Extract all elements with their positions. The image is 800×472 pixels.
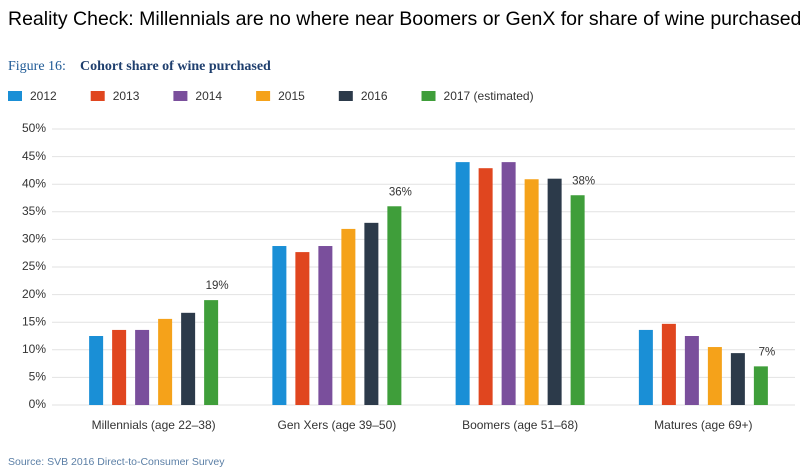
y-tick-label: 45% <box>22 149 46 163</box>
bar <box>684 336 699 405</box>
bar <box>707 347 722 405</box>
bar <box>341 228 356 405</box>
legend-label: 2013 <box>113 89 140 103</box>
legend-swatch <box>173 91 188 101</box>
y-tick-label: 0% <box>29 397 47 411</box>
y-tick-label: 40% <box>22 176 46 190</box>
legend-label: 2015 <box>278 89 305 103</box>
legend-swatch <box>338 91 353 101</box>
bar <box>638 329 653 405</box>
legend-label: 2014 <box>195 89 222 103</box>
bar <box>158 318 173 405</box>
bar <box>272 246 287 405</box>
bar <box>135 329 150 405</box>
x-tick-label: Millennials (age 22–38) <box>92 418 216 432</box>
legend-label: 2012 <box>30 89 57 103</box>
bar <box>318 246 333 405</box>
bar <box>661 323 676 405</box>
data-label: 19% <box>206 280 229 292</box>
x-tick-label: Boomers (age 51–68) <box>462 418 578 432</box>
y-tick-label: 35% <box>22 204 46 218</box>
legend-swatch <box>8 91 22 101</box>
bar <box>387 206 402 405</box>
y-tick-label: 25% <box>22 259 46 273</box>
y-tick-label: 15% <box>22 314 46 328</box>
y-tick-label: 50% <box>22 121 46 135</box>
bar <box>204 300 219 405</box>
y-tick-label: 10% <box>22 342 46 356</box>
bar <box>295 252 310 405</box>
figure-label: Figure 16: <box>8 59 66 74</box>
bar <box>547 178 562 405</box>
x-tick-label: Gen Xers (age 39–50) <box>278 418 397 432</box>
data-label: 7% <box>759 346 776 358</box>
bar <box>181 312 196 405</box>
source-note: Source: SVB 2016 Direct-to-Consumer Surv… <box>8 456 225 468</box>
y-tick-label: 30% <box>22 232 46 246</box>
bar <box>730 353 745 405</box>
y-tick-label: 5% <box>29 370 47 384</box>
bar <box>524 179 539 405</box>
bar <box>753 366 768 405</box>
bar <box>89 336 104 405</box>
legend-label: 2017 (estimated) <box>444 89 534 103</box>
data-label: 36% <box>389 186 412 198</box>
legend-swatch <box>256 91 271 101</box>
bar <box>501 162 516 405</box>
x-tick-label: Matures (age 69+) <box>654 418 752 432</box>
chart-title: Cohort share of wine purchased <box>80 59 271 74</box>
y-tick-label: 20% <box>22 287 46 301</box>
bar <box>364 222 379 405</box>
legend-swatch <box>90 91 105 101</box>
data-label: 38% <box>572 175 595 187</box>
bar <box>455 162 470 405</box>
legend-label: 2016 <box>361 89 388 103</box>
legend-swatch <box>421 91 436 101</box>
page-heading: Reality Check: Millennials are no where … <box>8 8 800 30</box>
bar <box>570 195 585 405</box>
bar <box>478 168 493 405</box>
bar <box>112 329 127 405</box>
